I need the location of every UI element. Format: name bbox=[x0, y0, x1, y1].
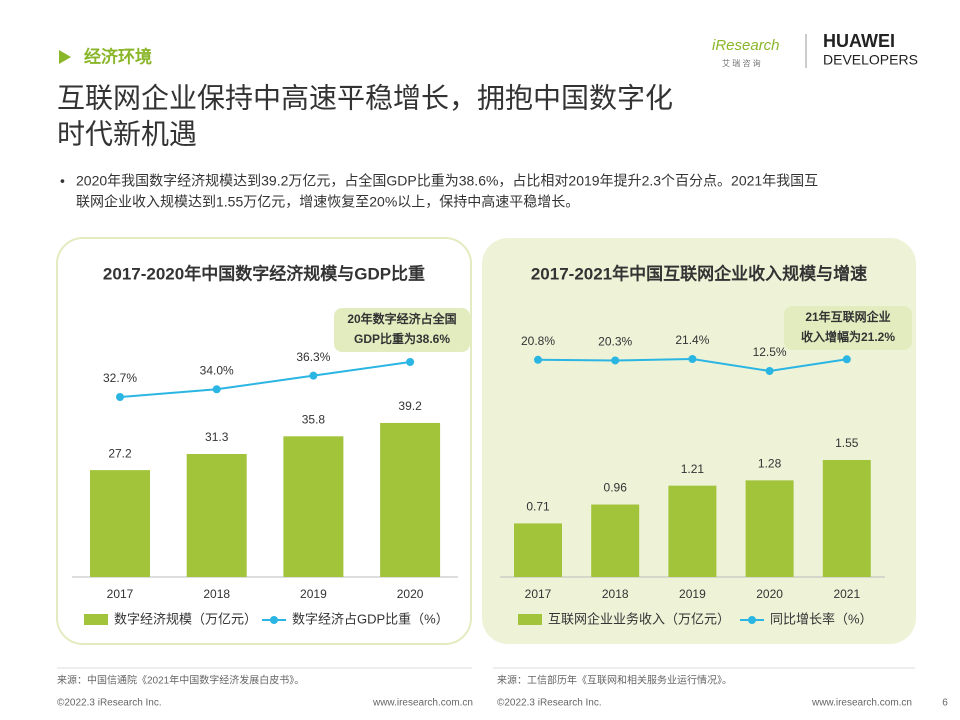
bar-value-label: 0.71 bbox=[526, 500, 550, 514]
copyright: ©2022.3 iResearch Inc. bbox=[57, 698, 162, 709]
legend-label: 互联网企业业务收入（万亿元） bbox=[548, 611, 730, 626]
bullet-text: 联网企业收入规模达到1.55万亿元，增速恢复至20%以上，保持中高速平稳增长。 bbox=[76, 194, 579, 210]
legend-dot bbox=[270, 616, 278, 624]
line-value-label: 12.5% bbox=[753, 345, 787, 359]
line-point bbox=[212, 385, 221, 394]
page-number: 6 bbox=[942, 698, 948, 709]
bar bbox=[591, 504, 640, 577]
x-tick-label: 2018 bbox=[203, 587, 230, 601]
bar bbox=[186, 453, 247, 577]
x-tick-label: 2019 bbox=[679, 587, 706, 601]
chart-title: 2017-2021年中国互联网企业收入规模与增速 bbox=[531, 263, 867, 283]
line-point bbox=[406, 358, 415, 366]
line-value-label: 20.8% bbox=[521, 334, 555, 348]
bullet-text: 2020年我国数字经济规模达到39.2万亿元，占全国GDP比重为38.6%，占比… bbox=[76, 173, 818, 189]
bar-value-label: 1.55 bbox=[835, 436, 859, 450]
annotation-text: 21年互联网企业 bbox=[805, 309, 890, 324]
bar-value-label: 1.28 bbox=[758, 457, 782, 471]
line-point bbox=[611, 356, 620, 365]
url: www.iresearch.com.cn bbox=[372, 698, 473, 709]
x-tick-label: 2019 bbox=[300, 587, 327, 601]
logo-iresearch-cn: 艾 瑞 咨 询 bbox=[722, 58, 761, 68]
line-point bbox=[309, 371, 318, 380]
legend-label: 数字经济规模（万亿元） bbox=[114, 611, 257, 626]
annotation-box bbox=[334, 308, 470, 352]
line-point bbox=[116, 393, 124, 401]
line-value-label: 36.3% bbox=[296, 350, 330, 364]
legend-swatch bbox=[84, 614, 108, 625]
url: www.iresearch.com.cn bbox=[811, 698, 912, 709]
annotation-text: GDP比重为38.6% bbox=[354, 331, 450, 346]
logo-huawei: HUAWEI bbox=[823, 31, 895, 51]
bar bbox=[822, 459, 871, 577]
bar-value-label: 1.21 bbox=[681, 462, 705, 476]
annotation-text: 收入增幅为21.2% bbox=[801, 329, 895, 344]
bar bbox=[283, 436, 344, 577]
legend-swatch bbox=[518, 614, 542, 625]
line-value-label: 21.4% bbox=[675, 333, 709, 347]
bar bbox=[745, 480, 794, 577]
bar bbox=[380, 422, 441, 577]
x-tick-label: 2020 bbox=[756, 587, 783, 601]
legend-label: 同比增长率（%） bbox=[770, 611, 873, 626]
bar-value-label: 31.3 bbox=[205, 430, 229, 444]
x-tick-label: 2018 bbox=[602, 587, 629, 601]
bar bbox=[514, 523, 562, 577]
bar-value-label: 27.2 bbox=[108, 446, 132, 460]
bar bbox=[668, 485, 717, 577]
bar bbox=[90, 470, 150, 577]
line-point bbox=[842, 355, 851, 364]
source-note: 来源：中国信通院《2021年中国数字经济发展白皮书》。 bbox=[57, 674, 304, 687]
line-point bbox=[534, 355, 542, 364]
bar-value-label: 35.8 bbox=[302, 412, 326, 426]
chart-title: 2017-2020年中国数字经济规模与GDP比重 bbox=[103, 263, 425, 283]
annotation-box bbox=[784, 306, 912, 350]
logo-bg bbox=[713, 36, 783, 56]
bar-value-label: 0.96 bbox=[604, 481, 628, 495]
bullet-dot: • bbox=[60, 173, 65, 189]
logo-developers: DEVELOPERS bbox=[823, 52, 918, 68]
legend-label: 数字经济占GDP比重（%） bbox=[292, 611, 449, 626]
x-tick-label: 2017 bbox=[107, 587, 134, 601]
x-tick-label: 2017 bbox=[525, 587, 552, 601]
copyright: ©2022.3 iResearch Inc. bbox=[497, 698, 602, 709]
source-note: 来源：工信部历年《互联网和相关服务业运行情况》。 bbox=[497, 674, 732, 687]
line-series bbox=[119, 361, 411, 398]
x-tick-label: 2020 bbox=[397, 587, 424, 601]
line-value-label: 20.3% bbox=[598, 335, 632, 349]
line-value-label: 34.0% bbox=[200, 363, 234, 377]
legend-dot bbox=[748, 616, 756, 624]
section-marker bbox=[59, 50, 71, 64]
slide-title: 时代新机遇 bbox=[57, 118, 197, 149]
slide-title: 互联网企业保持中高速平稳增长，拥抱中国数字化 bbox=[57, 82, 673, 113]
line-point bbox=[765, 367, 774, 375]
annotation-text: 20年数字经济占全国 bbox=[347, 311, 456, 326]
line-point bbox=[688, 355, 697, 363]
section-label: 经济环境 bbox=[84, 46, 152, 66]
line-value-label: 32.7% bbox=[103, 371, 137, 385]
bar-value-label: 39.2 bbox=[398, 399, 422, 413]
logo-iresearch: iResearch bbox=[712, 37, 780, 54]
x-tick-label: 2021 bbox=[833, 587, 860, 601]
